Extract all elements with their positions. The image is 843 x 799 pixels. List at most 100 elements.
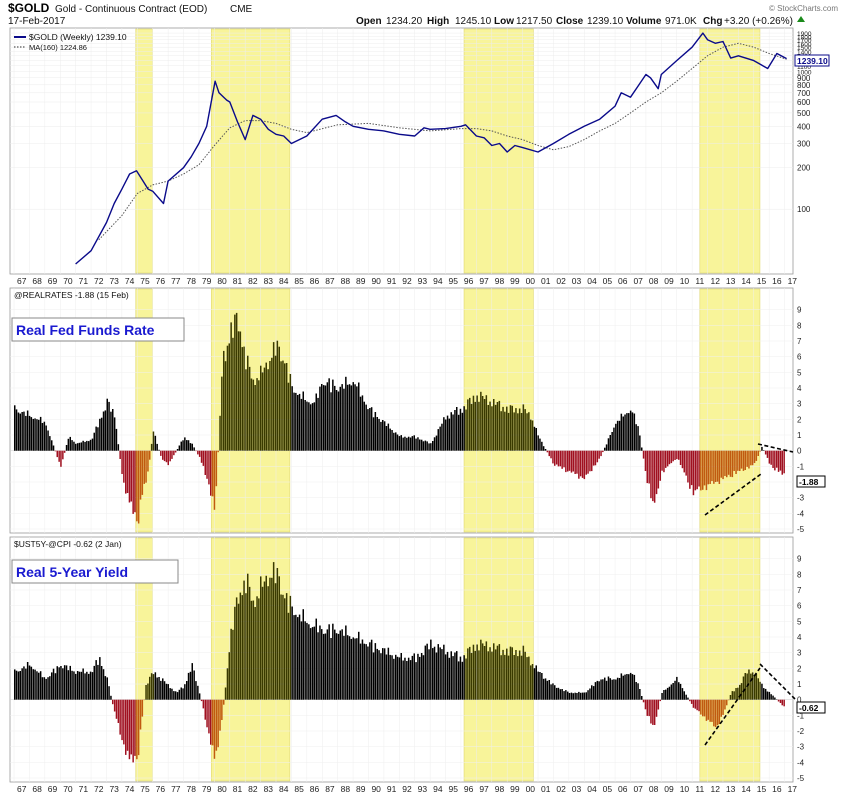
value-bar [463, 406, 465, 451]
value-bar [650, 450, 652, 499]
value-bar [348, 636, 351, 700]
value-bar [385, 654, 388, 700]
value-bar [339, 630, 341, 700]
value-bar [84, 673, 86, 700]
value-bar [228, 343, 230, 451]
value-bar [724, 450, 726, 476]
value-bar [494, 649, 497, 700]
gold-y-tick-label: 200 [797, 164, 811, 173]
value-bar [757, 678, 759, 700]
x-tick-label: 74 [125, 276, 135, 286]
yield-y-axis: -5 -4 -3 -2 -1 0 1 2 3 4 5 6 7 8 9 [797, 555, 805, 783]
value-bar [284, 598, 286, 700]
value-bar [154, 672, 157, 700]
value-bar [28, 415, 31, 451]
x-tick-label: 67 [17, 276, 27, 286]
value-bar [337, 633, 340, 700]
x-tick-label: 85 [294, 784, 304, 794]
value-bar [274, 583, 277, 700]
value-bar [474, 650, 476, 700]
x-tick-label: 69 [48, 276, 58, 286]
value-bar [297, 617, 299, 700]
value-bar [579, 450, 582, 477]
value-bar [213, 450, 216, 510]
x-tick-label: 84 [279, 276, 289, 286]
value-bar [518, 408, 521, 451]
value-bar [526, 413, 528, 451]
value-bar [197, 450, 199, 455]
value-bar [602, 679, 604, 700]
value-bar [359, 643, 362, 700]
value-bar [535, 428, 537, 451]
value-bar [574, 692, 576, 700]
value-bar [193, 670, 195, 700]
triangle-up-icon [797, 16, 805, 22]
value-bar [574, 450, 576, 474]
value-bar [169, 688, 171, 700]
value-bar [633, 674, 636, 700]
value-bar [511, 647, 513, 700]
value-bar [489, 647, 491, 700]
value-bar [389, 654, 391, 700]
value-bar [34, 418, 36, 451]
value-bar [263, 581, 266, 700]
value-bar [703, 450, 706, 486]
value-bar [398, 436, 401, 451]
value-bar [550, 684, 552, 700]
value-bar [739, 450, 741, 471]
value-bar [687, 697, 689, 700]
yield-trendlines [704, 663, 796, 746]
value-bar [295, 392, 297, 451]
value-bar [631, 412, 634, 451]
gold-legend: $GOLD (Weekly) 1239.10 MA(160) 1224.86 [14, 32, 127, 52]
gold-y-tick-label: 300 [797, 139, 811, 148]
value-bar [718, 450, 721, 484]
x-tick-label: 67 [17, 784, 27, 794]
value-bar [293, 392, 295, 451]
value-bar [395, 654, 397, 700]
value-bar [665, 689, 667, 700]
value-bar [422, 655, 425, 700]
value-bar [256, 378, 258, 451]
value-bar [160, 680, 162, 700]
value-bar [700, 699, 702, 715]
x-tick-label: 88 [341, 276, 351, 286]
value-bar [641, 696, 643, 700]
value-bar [221, 376, 223, 451]
value-bar [15, 670, 18, 700]
value-bar [616, 677, 619, 700]
value-bar [433, 437, 436, 451]
value-bar [300, 398, 303, 451]
value-bar [176, 449, 179, 451]
y-tick-label: 5 [797, 368, 802, 377]
value-bar [755, 450, 758, 461]
value-bar [119, 450, 121, 459]
value-bar [530, 665, 532, 700]
value-bar [616, 420, 619, 451]
value-bar [585, 450, 587, 475]
value-bar [506, 648, 508, 700]
value-bar [444, 654, 447, 700]
x-tick-label: 17 [788, 276, 798, 286]
value-bar [211, 450, 214, 497]
x-tick-label: 74 [125, 784, 135, 794]
value-bar [30, 666, 33, 700]
value-bar [483, 646, 486, 700]
value-bar [136, 699, 138, 760]
value-bar [583, 450, 586, 480]
value-bar [696, 699, 698, 711]
x-tick-label: 94 [433, 276, 443, 286]
value-bar [173, 450, 175, 456]
x-tick-label: 00 [526, 276, 536, 286]
value-bar [605, 680, 608, 700]
value-bar [88, 441, 90, 451]
value-bar [180, 687, 182, 700]
value-bar [348, 384, 351, 451]
value-bar [502, 649, 504, 700]
value-bar [555, 687, 558, 700]
value-bar [110, 695, 112, 700]
x-tick-label: 07 [633, 276, 643, 286]
value-bar [391, 430, 393, 451]
value-bar [228, 652, 230, 700]
x-tick-label: 68 [32, 784, 42, 794]
